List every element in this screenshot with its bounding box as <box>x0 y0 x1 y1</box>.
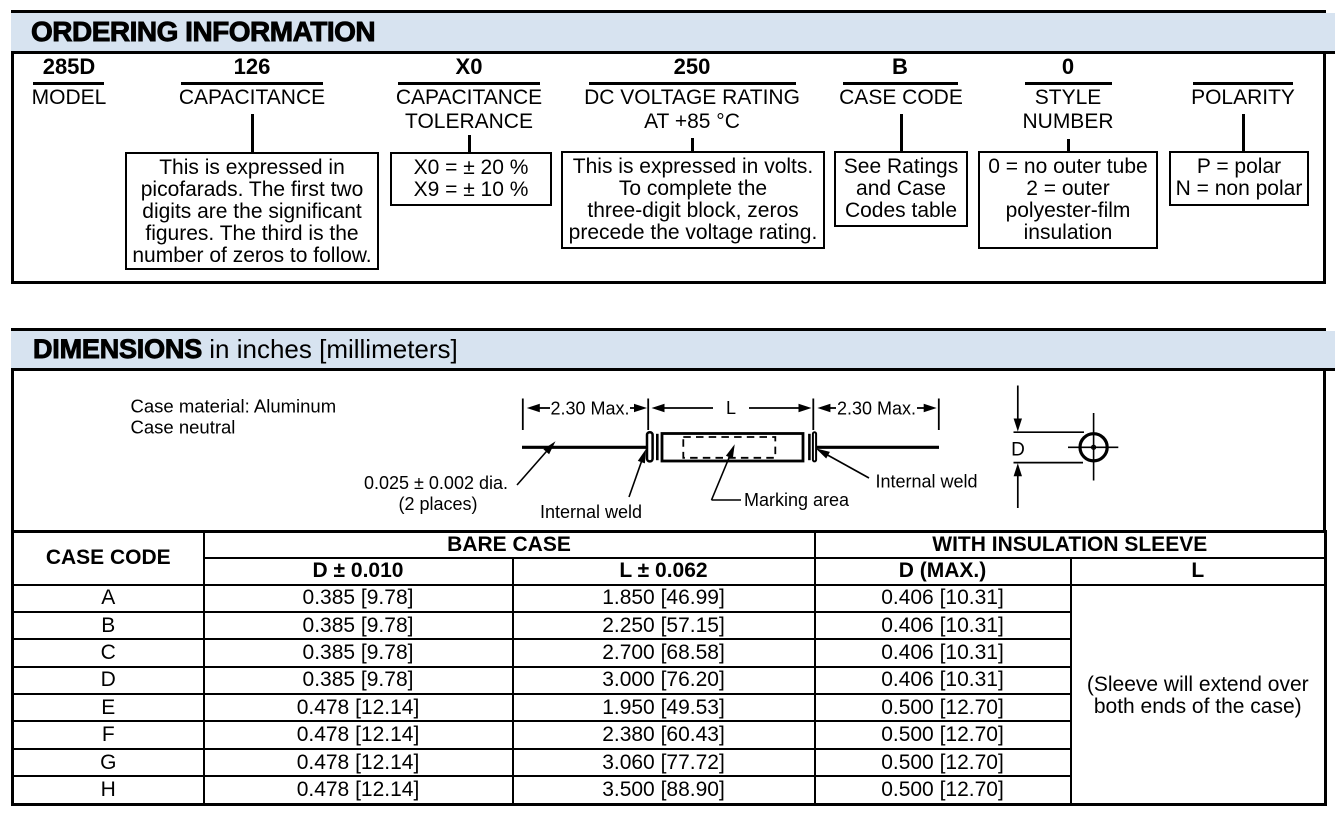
svg-text:Internal weld: Internal weld <box>876 472 978 492</box>
svg-text:2.30 Max.: 2.30 Max. <box>550 399 629 419</box>
svg-text:D: D <box>1011 440 1025 461</box>
svg-text:L: L <box>726 398 736 418</box>
svg-text:Marking area: Marking area <box>744 490 850 510</box>
svg-text:Case neutral: Case neutral <box>131 417 236 438</box>
svg-text:0.025 ± 0.002 dia.: 0.025 ± 0.002 dia. <box>364 473 508 493</box>
svg-text:Case material: Aluminum: Case material: Aluminum <box>131 396 337 417</box>
svg-text:Internal weld: Internal weld <box>540 502 642 522</box>
svg-text:2.30 Max.: 2.30 Max. <box>837 399 916 419</box>
svg-text:(2 places): (2 places) <box>398 494 477 514</box>
